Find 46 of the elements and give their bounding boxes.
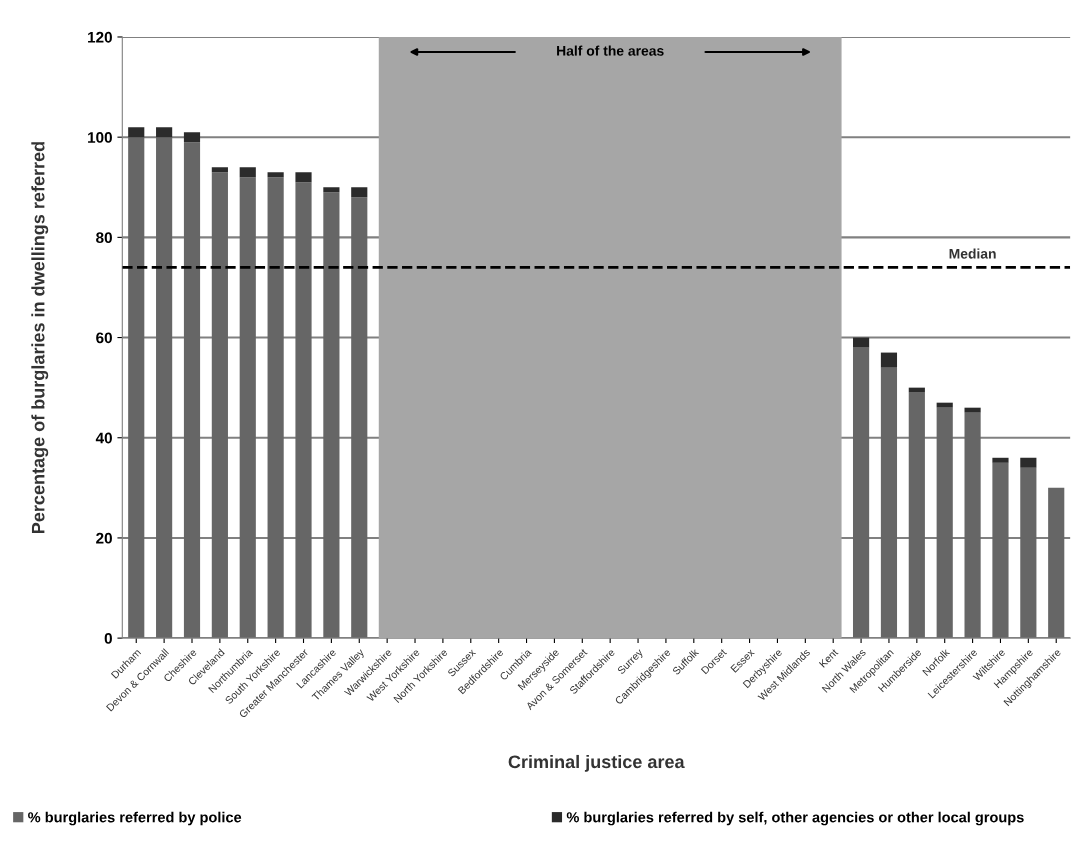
bar — [239, 167, 256, 178]
bar — [1020, 467, 1037, 639]
y-tick-label: 20 — [96, 532, 112, 544]
bar — [351, 197, 368, 639]
bar — [964, 412, 981, 639]
bar — [295, 172, 312, 183]
ref-line-label: Median — [949, 248, 996, 259]
bar — [128, 127, 145, 138]
y-tick-label: 40 — [95, 432, 112, 444]
bar — [211, 167, 228, 173]
y-tick-label: 0 — [104, 632, 112, 644]
bar — [964, 407, 981, 413]
bar — [936, 407, 953, 639]
x-axis-title: Criminal justice area — [508, 754, 685, 772]
bar — [183, 132, 201, 143]
bar — [1048, 487, 1065, 639]
bar — [908, 387, 925, 393]
bar — [128, 137, 145, 639]
bar — [880, 367, 898, 639]
bar — [908, 392, 925, 639]
bar — [852, 347, 870, 639]
bar — [239, 177, 256, 639]
bar — [183, 142, 201, 639]
bar — [156, 137, 173, 639]
bar — [267, 172, 284, 178]
y-tick-label: 100 — [88, 132, 112, 143]
bar — [156, 127, 173, 138]
bar — [295, 182, 312, 639]
y-tick-label: 120 — [88, 31, 112, 43]
bar — [267, 177, 284, 639]
legend-label: % burglaries referred by police — [28, 811, 242, 826]
y-axis-title: Percentage of burglaries in dwellings referred — [31, 142, 49, 533]
bar — [992, 457, 1009, 463]
bar — [880, 352, 898, 368]
band-label: Half of the areas — [557, 45, 664, 56]
bar — [992, 462, 1009, 639]
bar — [323, 192, 340, 639]
bar — [323, 187, 340, 193]
bar — [936, 402, 953, 408]
legend-label: % burglaries referred by self, other agencies or other local groups — [566, 811, 1024, 826]
bar — [852, 337, 870, 348]
bar — [1020, 457, 1037, 468]
y-tick-label: 80 — [96, 232, 112, 244]
y-tick-label: 60 — [96, 332, 112, 344]
bar — [351, 187, 368, 198]
bar — [211, 172, 228, 639]
